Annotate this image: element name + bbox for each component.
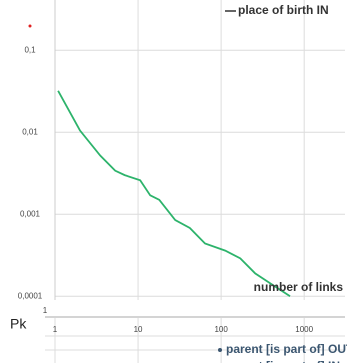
legend-label: parent [is part of] IN: [226, 359, 340, 363]
legend-swatch: [218, 348, 222, 352]
x-tick-label: 10: [134, 325, 143, 334]
x-tick-label: 1000: [295, 325, 313, 334]
y-tick-label: 0,01: [22, 127, 38, 136]
x-axis-label: number of links: [254, 280, 344, 294]
y-tick-label: 0,1: [24, 45, 36, 54]
data-line: [57, 90, 291, 298]
legend-label: parent [is part of] OUT: [226, 342, 347, 356]
y-tick-label: 1: [43, 306, 48, 315]
y-tick-label: 0,001: [20, 209, 41, 218]
marker-dot: [28, 24, 32, 28]
y-axis-label: Pk: [10, 316, 27, 332]
x-tick-label: 100: [214, 325, 228, 334]
legend-label: place of birth IN: [238, 3, 329, 17]
x-tick-label: 1: [53, 325, 58, 334]
y-tick-label: 0,0001: [18, 291, 43, 300]
